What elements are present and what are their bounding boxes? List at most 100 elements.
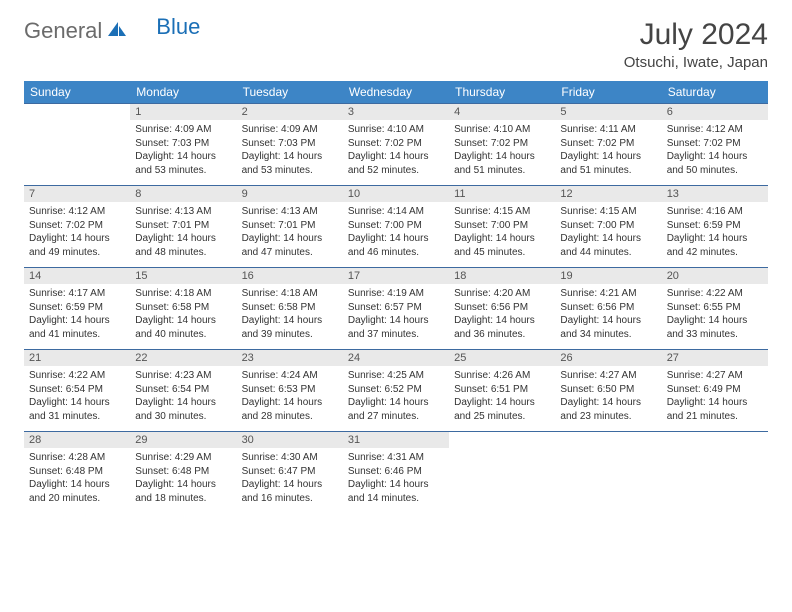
calendar-day-cell: 25Sunrise: 4:26 AMSunset: 6:51 PMDayligh… [449, 350, 555, 432]
title-block: July 2024 Otsuchi, Iwate, Japan [624, 18, 768, 71]
day-number: 24 [343, 350, 449, 366]
sunrise-text: Sunrise: 4:09 AM [135, 123, 231, 137]
day-number: 20 [662, 268, 768, 284]
daylight-text: Daylight: 14 hours and 33 minutes. [667, 314, 763, 341]
calendar-day-cell: 20Sunrise: 4:22 AMSunset: 6:55 PMDayligh… [662, 268, 768, 350]
daylight-text: Daylight: 14 hours and 34 minutes. [560, 314, 656, 341]
daylight-text: Daylight: 14 hours and 47 minutes. [242, 232, 338, 259]
day-details: Sunrise: 4:13 AMSunset: 7:01 PMDaylight:… [130, 202, 236, 267]
daylight-text: Daylight: 14 hours and 36 minutes. [454, 314, 550, 341]
day-details: Sunrise: 4:19 AMSunset: 6:57 PMDaylight:… [343, 284, 449, 349]
sunrise-text: Sunrise: 4:21 AM [560, 287, 656, 301]
daylight-text: Daylight: 14 hours and 41 minutes. [29, 314, 125, 341]
calendar-body: .1Sunrise: 4:09 AMSunset: 7:03 PMDayligh… [24, 104, 768, 514]
sunrise-text: Sunrise: 4:15 AM [560, 205, 656, 219]
sunrise-text: Sunrise: 4:16 AM [667, 205, 763, 219]
sunrise-text: Sunrise: 4:27 AM [560, 369, 656, 383]
day-details: Sunrise: 4:21 AMSunset: 6:56 PMDaylight:… [555, 284, 661, 349]
sunrise-text: Sunrise: 4:24 AM [242, 369, 338, 383]
day-details: Sunrise: 4:22 AMSunset: 6:55 PMDaylight:… [662, 284, 768, 349]
day-number: 7 [24, 186, 130, 202]
day-details: Sunrise: 4:18 AMSunset: 6:58 PMDaylight:… [237, 284, 343, 349]
sunrise-text: Sunrise: 4:23 AM [135, 369, 231, 383]
daylight-text: Daylight: 14 hours and 44 minutes. [560, 232, 656, 259]
sunset-text: Sunset: 6:51 PM [454, 383, 550, 397]
calendar-day-cell: 6Sunrise: 4:12 AMSunset: 7:02 PMDaylight… [662, 104, 768, 186]
calendar-day-cell: 11Sunrise: 4:15 AMSunset: 7:00 PMDayligh… [449, 186, 555, 268]
daylight-text: Daylight: 14 hours and 53 minutes. [242, 150, 338, 177]
daylight-text: Daylight: 14 hours and 37 minutes. [348, 314, 444, 341]
daylight-text: Daylight: 14 hours and 39 minutes. [242, 314, 338, 341]
sunset-text: Sunset: 7:02 PM [560, 137, 656, 151]
daylight-text: Daylight: 14 hours and 16 minutes. [242, 478, 338, 505]
weekday-header: Wednesday [343, 81, 449, 104]
sunrise-text: Sunrise: 4:18 AM [135, 287, 231, 301]
calendar-day-cell: 29Sunrise: 4:29 AMSunset: 6:48 PMDayligh… [130, 432, 236, 514]
daylight-text: Daylight: 14 hours and 52 minutes. [348, 150, 444, 177]
sunrise-text: Sunrise: 4:15 AM [454, 205, 550, 219]
sunset-text: Sunset: 6:59 PM [667, 219, 763, 233]
day-details: Sunrise: 4:29 AMSunset: 6:48 PMDaylight:… [130, 448, 236, 513]
logo: General Blue [24, 18, 200, 44]
sunset-text: Sunset: 6:49 PM [667, 383, 763, 397]
logo-text-general: General [24, 18, 102, 44]
sunset-text: Sunset: 6:48 PM [135, 465, 231, 479]
day-number: 2 [237, 104, 343, 120]
day-number: 16 [237, 268, 343, 284]
calendar-day-cell: 16Sunrise: 4:18 AMSunset: 6:58 PMDayligh… [237, 268, 343, 350]
day-number: 26 [555, 350, 661, 366]
calendar-day-cell: 10Sunrise: 4:14 AMSunset: 7:00 PMDayligh… [343, 186, 449, 268]
day-number: 31 [343, 432, 449, 448]
calendar-day-cell: 31Sunrise: 4:31 AMSunset: 6:46 PMDayligh… [343, 432, 449, 514]
day-details: Sunrise: 4:09 AMSunset: 7:03 PMDaylight:… [130, 120, 236, 185]
day-details: Sunrise: 4:15 AMSunset: 7:00 PMDaylight:… [449, 202, 555, 267]
sunrise-text: Sunrise: 4:13 AM [135, 205, 231, 219]
day-details: Sunrise: 4:25 AMSunset: 6:52 PMDaylight:… [343, 366, 449, 431]
sunset-text: Sunset: 7:00 PM [560, 219, 656, 233]
calendar-day-cell: 26Sunrise: 4:27 AMSunset: 6:50 PMDayligh… [555, 350, 661, 432]
sunrise-text: Sunrise: 4:13 AM [242, 205, 338, 219]
day-number: 17 [343, 268, 449, 284]
calendar-day-cell: 8Sunrise: 4:13 AMSunset: 7:01 PMDaylight… [130, 186, 236, 268]
calendar-day-cell: . [662, 432, 768, 514]
day-details: Sunrise: 4:28 AMSunset: 6:48 PMDaylight:… [24, 448, 130, 513]
calendar-day-cell: 4Sunrise: 4:10 AMSunset: 7:02 PMDaylight… [449, 104, 555, 186]
day-number: 8 [130, 186, 236, 202]
daylight-text: Daylight: 14 hours and 49 minutes. [29, 232, 125, 259]
day-number: 23 [237, 350, 343, 366]
sunrise-text: Sunrise: 4:12 AM [29, 205, 125, 219]
day-details: Sunrise: 4:12 AMSunset: 7:02 PMDaylight:… [662, 120, 768, 185]
sunset-text: Sunset: 7:02 PM [29, 219, 125, 233]
logo-text-blue: Blue [156, 14, 200, 40]
sunrise-text: Sunrise: 4:29 AM [135, 451, 231, 465]
day-number: 9 [237, 186, 343, 202]
sunrise-text: Sunrise: 4:27 AM [667, 369, 763, 383]
day-details: Sunrise: 4:17 AMSunset: 6:59 PMDaylight:… [24, 284, 130, 349]
day-number: 30 [237, 432, 343, 448]
sunset-text: Sunset: 6:52 PM [348, 383, 444, 397]
calendar-week-row: 7Sunrise: 4:12 AMSunset: 7:02 PMDaylight… [24, 186, 768, 268]
sunrise-text: Sunrise: 4:18 AM [242, 287, 338, 301]
calendar-day-cell: 5Sunrise: 4:11 AMSunset: 7:02 PMDaylight… [555, 104, 661, 186]
day-details: Sunrise: 4:26 AMSunset: 6:51 PMDaylight:… [449, 366, 555, 431]
day-number: 4 [449, 104, 555, 120]
day-number: 14 [24, 268, 130, 284]
sunrise-text: Sunrise: 4:20 AM [454, 287, 550, 301]
daylight-text: Daylight: 14 hours and 23 minutes. [560, 396, 656, 423]
day-number: 29 [130, 432, 236, 448]
sunset-text: Sunset: 7:03 PM [135, 137, 231, 151]
sunrise-text: Sunrise: 4:30 AM [242, 451, 338, 465]
calendar-week-row: 21Sunrise: 4:22 AMSunset: 6:54 PMDayligh… [24, 350, 768, 432]
day-details: Sunrise: 4:23 AMSunset: 6:54 PMDaylight:… [130, 366, 236, 431]
daylight-text: Daylight: 14 hours and 20 minutes. [29, 478, 125, 505]
month-year: July 2024 [624, 18, 768, 52]
daylight-text: Daylight: 14 hours and 42 minutes. [667, 232, 763, 259]
calendar-day-cell: 3Sunrise: 4:10 AMSunset: 7:02 PMDaylight… [343, 104, 449, 186]
day-details: Sunrise: 4:18 AMSunset: 6:58 PMDaylight:… [130, 284, 236, 349]
day-details: Sunrise: 4:15 AMSunset: 7:00 PMDaylight:… [555, 202, 661, 267]
calendar-day-cell: . [24, 104, 130, 186]
day-number: 15 [130, 268, 236, 284]
day-details: Sunrise: 4:30 AMSunset: 6:47 PMDaylight:… [237, 448, 343, 513]
day-number: 22 [130, 350, 236, 366]
calendar-week-row: 28Sunrise: 4:28 AMSunset: 6:48 PMDayligh… [24, 432, 768, 514]
